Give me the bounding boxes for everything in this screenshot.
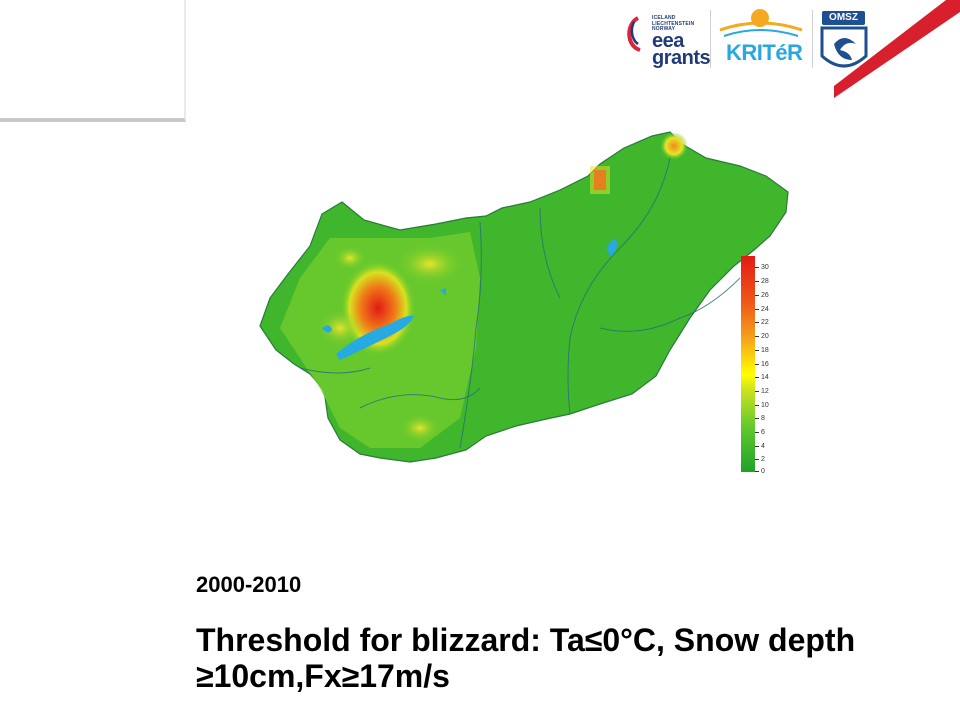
legend-tick: 2 (755, 456, 765, 463)
eea-countries: ICELAND LIECHTENSTEIN NORWAY (652, 15, 695, 32)
legend-tick: 4 (755, 443, 765, 450)
eea-grants-logo (627, 16, 641, 52)
logo-divider (812, 10, 813, 68)
legend-tick: 16 (755, 361, 769, 368)
legend-tick: 20 (755, 333, 769, 340)
lake-balaton (336, 315, 414, 360)
map-caption: Threshold for blizzard: Ta≤0°C, Snow dep… (196, 622, 856, 694)
kriter-text: KRITéR (726, 40, 803, 65)
legend-tick: 26 (755, 292, 769, 299)
corner-panel (0, 0, 186, 122)
hungary-heatmap (259, 131, 789, 463)
logo-divider (710, 10, 711, 68)
legend-tick: 30 (755, 264, 769, 271)
logo-strip (627, 0, 960, 98)
period-label: 2000-2010 (196, 572, 302, 597)
legend-tick: 24 (755, 306, 769, 313)
legend-tick: 12 (755, 388, 769, 395)
legend-tick: 14 (755, 374, 769, 381)
corner-stripe (834, 0, 960, 98)
legend-tick: 18 (755, 347, 769, 354)
kriter-logo (719, 9, 803, 37)
legend-tick: 10 (755, 402, 769, 409)
legend-tick: 0 (755, 468, 765, 475)
omsz-logo (820, 26, 868, 68)
legend-tick: 28 (755, 278, 769, 285)
legend-ticks: 30 28 26 24 22 20 18 16 14 12 10 8 6 4 2… (755, 256, 785, 475)
legend-tick: 22 (755, 319, 769, 326)
legend-colorbar (741, 256, 755, 472)
omsz-text: OMSZ (822, 11, 865, 25)
eea-grants-text: eea grants (652, 30, 711, 69)
lake-tisza (606, 238, 618, 258)
legend-tick: 6 (755, 429, 765, 436)
legend-tick: 8 (755, 415, 765, 422)
